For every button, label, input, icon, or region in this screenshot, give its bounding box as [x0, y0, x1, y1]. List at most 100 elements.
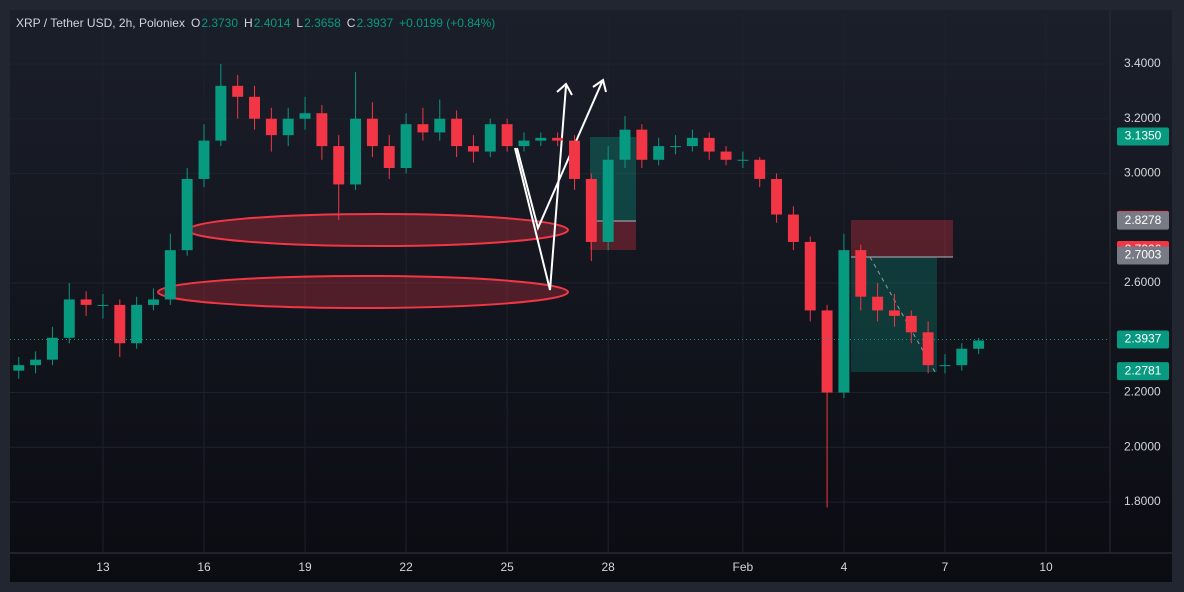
candle-body: [13, 365, 25, 371]
candle-body: [366, 118, 378, 147]
ohlc-legend: O 2.3730 H 2.4014 L 2.3658 C 2.3937 +0.0199 (+0.…: [191, 16, 495, 30]
candle-body: [80, 299, 92, 305]
candle-body: [872, 296, 884, 311]
candle-body: [63, 299, 75, 338]
candle-body: [535, 137, 547, 141]
loss-zone: [851, 220, 953, 257]
price-badge: [1117, 330, 1169, 349]
candle-body: [754, 159, 766, 179]
candle-body: [97, 304, 109, 306]
arrow-path: [514, 82, 573, 291]
candle-body: [518, 140, 530, 147]
x-tick-label: 22: [399, 560, 413, 574]
candle-body: [148, 299, 159, 305]
candle-body: [636, 129, 648, 160]
price-badge: [1117, 211, 1169, 230]
symbol-title: XRP / Tether USD, 2h, Poloniex: [16, 16, 185, 30]
candle-body: [316, 113, 328, 147]
x-tick-label: 25: [500, 560, 514, 574]
drawings: [157, 78, 953, 373]
x-tick-label: Feb: [733, 560, 754, 574]
y-tick-label: 2.2000: [1124, 385, 1161, 399]
candle-body: [164, 250, 176, 300]
candle-body: [215, 85, 227, 141]
candle-body: [198, 140, 210, 179]
legend-key: O: [191, 16, 200, 30]
candle-body: [451, 118, 463, 147]
candle-body: [569, 140, 580, 179]
price-badge: [1117, 127, 1169, 146]
candle-body: [838, 250, 850, 393]
y-tick-label: 1.8000: [1124, 494, 1161, 508]
legend-value: 2.3730: [201, 16, 238, 30]
candle-body: [602, 159, 614, 242]
candle-body: [333, 146, 345, 185]
candle-body: [350, 118, 362, 185]
candle-body: [383, 146, 395, 168]
candle-body: [686, 137, 698, 147]
trend-dash: [869, 256, 936, 373]
candle-body: [30, 359, 42, 366]
legend-key: H: [244, 16, 253, 30]
candles: [10, 63, 1110, 508]
legend-change: +0.0199 (+0.84%): [399, 16, 495, 30]
x-tick-label: 16: [197, 560, 211, 574]
candle-body: [804, 241, 816, 311]
price-badge-label: 2.8278: [1125, 213, 1162, 227]
candle-body: [131, 304, 143, 344]
candle-body: [821, 310, 833, 393]
candle-body: [501, 124, 513, 147]
candle-body: [922, 332, 934, 366]
candle-body: [855, 250, 867, 297]
x-tick-label: 19: [298, 560, 312, 574]
candle-body: [484, 124, 496, 152]
candle-body: [467, 146, 479, 152]
candle-body: [905, 315, 917, 333]
arrow-path: [516, 78, 607, 232]
x-tick-label: 13: [96, 560, 110, 574]
legend-key: C: [347, 16, 356, 30]
legend-value: 2.3658: [304, 16, 341, 30]
candle-body: [282, 118, 294, 136]
candle-body: [552, 137, 564, 141]
candle-body: [771, 178, 783, 215]
candle-body: [417, 124, 429, 133]
candle-body: [46, 337, 58, 360]
candle-body: [653, 146, 665, 160]
y-tick-label: 2.0000: [1124, 439, 1161, 453]
price-badge: [1117, 362, 1169, 381]
candle-body: [787, 214, 799, 242]
price-badge: [1117, 246, 1169, 265]
y-tick-label: 3.2000: [1124, 111, 1161, 125]
price-badge-label: 3.1350: [1125, 129, 1162, 143]
price-badge-label: 2.3937: [1125, 332, 1162, 346]
price-badge-label: 2.7003: [1125, 248, 1162, 262]
x-tick-label: 4: [841, 560, 848, 574]
candle-body: [737, 159, 749, 161]
candle-body: [703, 137, 715, 152]
price-badge-label: 2.2781: [1125, 363, 1162, 377]
candle-body: [114, 304, 126, 344]
candle-body: [400, 124, 412, 168]
legend-value: 2.3937: [356, 16, 393, 30]
candle-body: [299, 113, 311, 119]
y-tick-label: 3.0000: [1124, 166, 1161, 180]
y-tick-label: 3.4000: [1124, 56, 1161, 70]
candle-body: [249, 96, 260, 119]
x-tick-label: 28: [601, 560, 615, 574]
candle-body: [670, 146, 681, 148]
candle-body: [888, 310, 900, 316]
candle-body: [585, 178, 597, 242]
y-tick-label: 2.6000: [1124, 275, 1161, 289]
legend-key: L: [296, 16, 303, 30]
candle-body: [181, 178, 193, 251]
candle-body: [265, 118, 277, 136]
x-tick-label: 7: [942, 560, 949, 574]
ellipse: [157, 275, 569, 309]
x-tick-label: 10: [1039, 560, 1053, 574]
candle-body: [619, 129, 631, 160]
candle-body: [434, 118, 446, 133]
candle-body: [720, 151, 732, 160]
ellipse: [187, 213, 569, 247]
